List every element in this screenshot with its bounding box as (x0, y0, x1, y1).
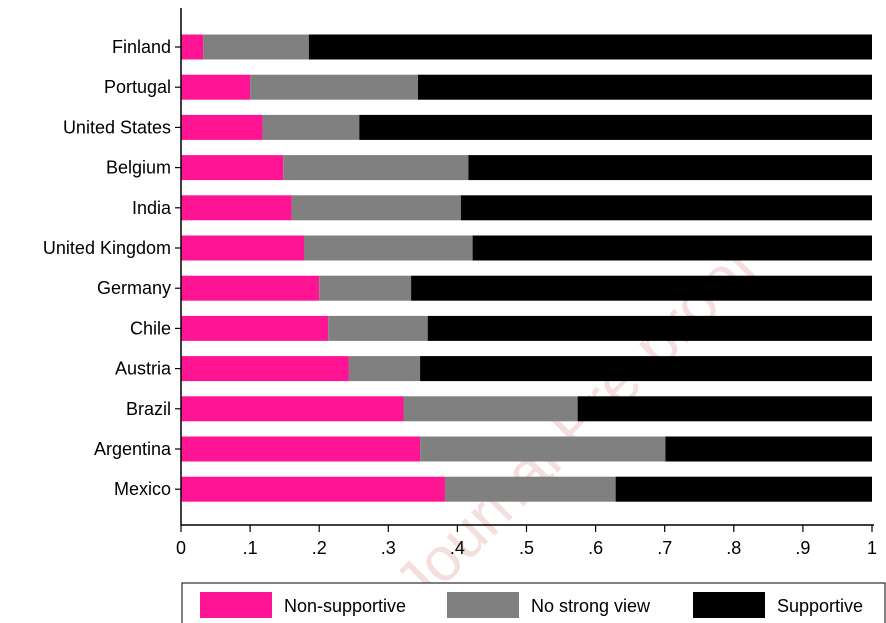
legend-label-supportive: Supportive (777, 596, 863, 616)
bar-united-kingdom-no-strong-view (303, 235, 473, 261)
legend-label-no-strong-view: No strong view (531, 596, 651, 616)
bar-mexico-no-strong-view (444, 476, 616, 502)
x-tick-label-3: .3 (381, 538, 396, 558)
y-tick-label-belgium: Belgium (106, 158, 171, 178)
bar-finland-non-supportive (181, 34, 204, 60)
bar-belgium-no-strong-view (283, 155, 469, 181)
bar-portugal-non-supportive (181, 74, 251, 100)
plot-area (181, 34, 873, 502)
bar-finland-no-strong-view (203, 34, 309, 60)
x-tick-label-2: .2 (312, 538, 327, 558)
bar-portugal-supportive (418, 74, 872, 100)
bar-brazil-non-supportive (181, 396, 404, 422)
bar-india-non-supportive (181, 195, 292, 221)
x-tick-label-4: .4 (450, 538, 465, 558)
y-tick-label-chile: Chile (130, 318, 171, 338)
bar-finland-supportive (308, 34, 873, 60)
bar-mexico-supportive (615, 476, 872, 502)
bar-austria-no-strong-view (348, 356, 421, 382)
x-axis: 0 .1 .2 .3 .4 .5 .6 .7 .8 .9 1 (176, 524, 877, 558)
bar-austria-non-supportive (181, 356, 349, 382)
legend-swatch-non-supportive (200, 592, 272, 618)
x-tick-label-0: 0 (176, 538, 186, 558)
bar-belgium-supportive (468, 155, 872, 181)
y-tick-label-india: India (132, 198, 172, 218)
legend-swatch-supportive (693, 592, 765, 618)
legend: Non-supportive No strong view Supportive (181, 582, 886, 623)
bar-india-no-strong-view (291, 195, 461, 221)
x-tick-label-6: .6 (588, 538, 603, 558)
bar-united-kingdom-supportive (472, 235, 872, 261)
y-tick-label-mexico: Mexico (114, 479, 171, 499)
x-tick-label-7: .7 (657, 538, 672, 558)
y-tick-label-united-kingdom: United Kingdom (43, 238, 171, 258)
x-tick-label-10: 1 (867, 538, 877, 558)
bar-united-kingdom-non-supportive (181, 235, 304, 261)
bar-argentina-supportive (665, 436, 872, 462)
bar-chile-no-strong-view (328, 315, 428, 341)
bar-united-states-non-supportive (181, 114, 263, 140)
y-tick-label-united-states: United States (63, 117, 171, 137)
bar-chile-supportive (427, 315, 872, 341)
bar-belgium-non-supportive (181, 155, 284, 181)
y-tick-label-brazil: Brazil (126, 399, 171, 419)
y-tick-label-germany: Germany (97, 278, 171, 298)
y-tick-label-portugal: Portugal (104, 77, 171, 97)
bar-germany-supportive (411, 275, 872, 301)
legend-box (181, 582, 886, 623)
x-tick-label-1: .1 (243, 538, 258, 558)
y-axis: Finland Portugal United States Belgium India… (43, 8, 182, 525)
x-tick-label-8: .8 (726, 538, 741, 558)
bar-united-states-supportive (359, 114, 872, 140)
bar-argentina-non-supportive (181, 436, 421, 462)
bar-united-states-no-strong-view (262, 114, 360, 140)
legend-swatch-no-strong-view (447, 592, 519, 618)
bar-austria-supportive (420, 356, 872, 382)
bar-india-supportive (460, 195, 872, 221)
bar-brazil-no-strong-view (403, 396, 578, 422)
y-tick-label-austria: Austria (115, 359, 172, 379)
y-tick-label-argentina: Argentina (94, 439, 172, 459)
bar-argentina-no-strong-view (420, 436, 666, 462)
bar-germany-non-supportive (181, 275, 320, 301)
bar-portugal-no-strong-view (250, 74, 419, 100)
bar-chile-non-supportive (181, 315, 329, 341)
bar-germany-no-strong-view (319, 275, 412, 301)
legend-label-non-supportive: Non-supportive (284, 596, 406, 616)
x-tick-label-9: .9 (795, 538, 810, 558)
bar-brazil-supportive (577, 396, 872, 422)
bar-mexico-non-supportive (181, 476, 445, 502)
y-tick-label-finland: Finland (112, 37, 171, 57)
x-tick-label-5: .5 (519, 538, 534, 558)
